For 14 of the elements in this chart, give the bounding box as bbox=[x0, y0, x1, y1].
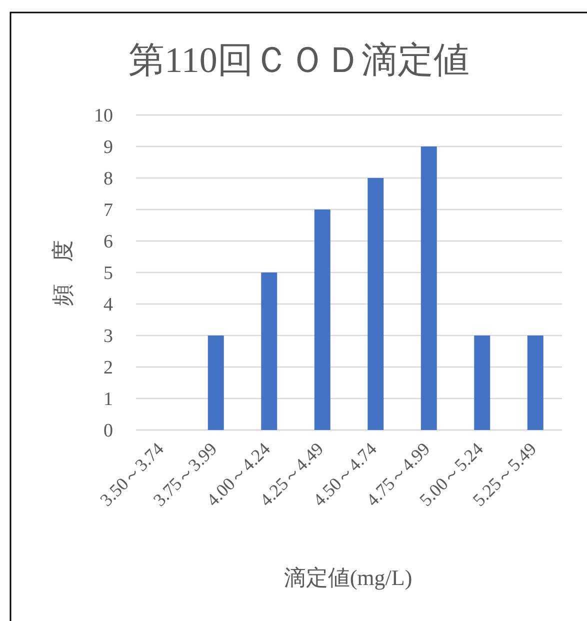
y-tick-label: 7 bbox=[104, 200, 113, 221]
y-tick-label: 8 bbox=[104, 168, 113, 190]
y-tick-label: 4 bbox=[104, 294, 114, 316]
chart-title: 第110回ＣＯＤ滴定値 bbox=[128, 40, 470, 80]
y-tick-label: 0 bbox=[104, 420, 113, 442]
y-tick-label: 5 bbox=[104, 263, 113, 284]
y-tick-label: 9 bbox=[104, 137, 113, 158]
y-tick-label: 1 bbox=[104, 389, 113, 410]
y-tick-label: 3 bbox=[104, 326, 113, 347]
x-axis-title: 滴定値(mg/L) bbox=[284, 565, 412, 590]
y-tick-label: 10 bbox=[94, 106, 113, 126]
y-axis-title: 頻 度 bbox=[50, 240, 75, 306]
y-tick-label: 6 bbox=[104, 232, 113, 252]
y-tick-label: 2 bbox=[104, 358, 113, 378]
